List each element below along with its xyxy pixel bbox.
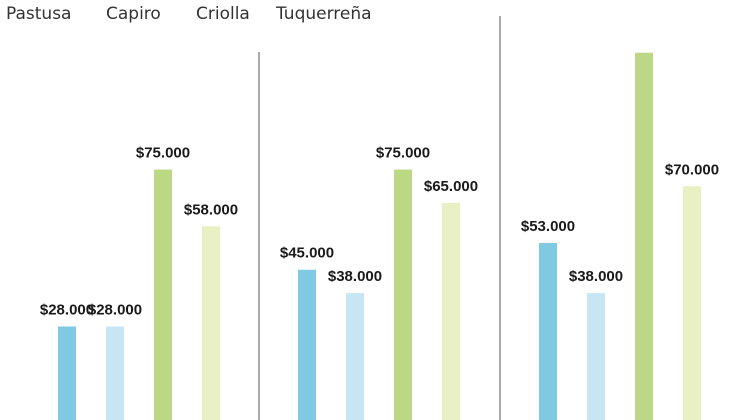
- bar-group1-pastusa: [298, 269, 316, 420]
- bar-group2-tuquerrea: [683, 186, 701, 420]
- value-label-group0-3: $58.000: [184, 201, 238, 218]
- bar-group2-capiro: [587, 293, 605, 420]
- value-label-group2-1: $38.000: [569, 268, 623, 285]
- bar-group0-criolla: [154, 169, 172, 420]
- value-label-group2-0: $53.000: [521, 218, 575, 235]
- value-label-group0-2: $75.000: [136, 145, 190, 162]
- bar-group1-criolla: [394, 169, 412, 420]
- bar-group1-tuquerrea: [442, 202, 460, 420]
- chart-legend: Pastusa Capiro Criolla Tuquerreña: [6, 4, 372, 24]
- value-label-group1-0: $45.000: [280, 245, 334, 262]
- legend-item-2: Criolla: [196, 4, 250, 24]
- bar-group0-pastusa: [58, 326, 76, 420]
- legend-item-0: Pastusa: [6, 4, 71, 24]
- value-label-group2-3: $70.000: [665, 161, 719, 178]
- value-label-group1-1: $38.000: [328, 268, 382, 285]
- value-label-group1-2: $75.000: [376, 145, 430, 162]
- value-label-group1-3: $65.000: [424, 178, 478, 195]
- bars-layer: [58, 52, 701, 420]
- value-label-group0-0: $28.000: [40, 302, 94, 319]
- legend-item-3: Tuquerreña: [275, 4, 372, 24]
- bar-group2-criolla: [635, 52, 653, 420]
- bar-group2-pastusa: [539, 243, 557, 420]
- group-dividers: [258, 16, 501, 420]
- legend-item-1: Capiro: [106, 4, 161, 24]
- value-labels-layer: $28.000$28.000 $75.000 $58.000 $45.000 $38.0…: [40, 145, 719, 319]
- bar-group0-tuquerrea: [202, 226, 220, 420]
- bar-group0-capiro: [106, 326, 124, 420]
- bar-group1-capiro: [346, 293, 364, 420]
- value-label-group0-1: $28.000: [88, 302, 142, 319]
